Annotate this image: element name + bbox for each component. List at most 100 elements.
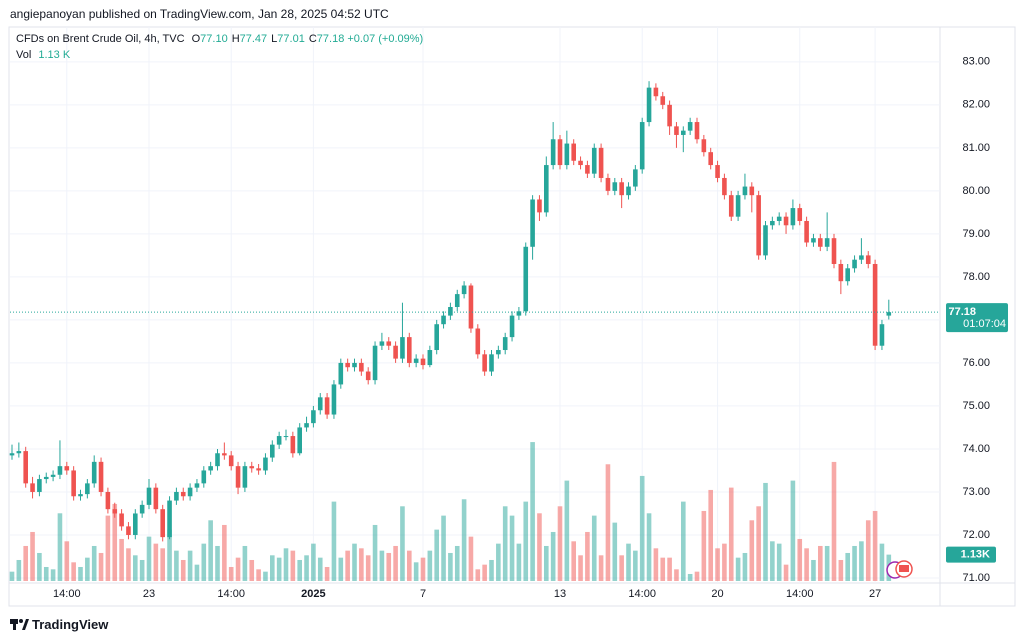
y-tick-label: 75.00: [962, 400, 990, 412]
candle-body: [845, 268, 850, 282]
volume-bar: [379, 550, 385, 581]
candle-body: [235, 466, 241, 488]
ohlc-key: O: [191, 33, 201, 45]
volume-bar: [571, 541, 576, 581]
candle-body: [564, 143, 570, 166]
volume-bar: [365, 555, 371, 581]
volume-bar: [633, 550, 638, 581]
candle-body: [57, 466, 63, 475]
volume-bar: [400, 506, 405, 581]
x-tick-label: 23: [143, 588, 155, 600]
volume-bar: [64, 541, 70, 581]
volume-bar: [674, 569, 679, 581]
volume-bar: [112, 503, 118, 581]
candle-body: [201, 470, 207, 484]
candle-body: [50, 474, 56, 477]
candle-body: [667, 104, 672, 127]
candle-body: [537, 199, 542, 213]
volume-bar: [667, 557, 672, 581]
candle-body: [715, 165, 720, 178]
volume-bar: [557, 506, 563, 581]
candle-body: [660, 96, 666, 105]
volume-bar: [564, 480, 570, 581]
candle-body: [345, 362, 350, 368]
volume-bar: [728, 487, 734, 581]
candle-body: [742, 186, 748, 196]
candle-body: [208, 466, 213, 471]
volume-bar: [427, 550, 433, 581]
volume-bar: [653, 548, 659, 581]
candle-body: [270, 444, 275, 458]
volume-bar: [187, 550, 193, 581]
candle-body: [489, 354, 494, 372]
volume-bar: [338, 557, 344, 581]
volume-bar: [331, 501, 337, 581]
candle-body: [468, 285, 474, 329]
volume-bar: [263, 571, 268, 581]
candle-body: [311, 410, 316, 424]
volume-bar: [434, 529, 439, 581]
event-icons: [886, 560, 913, 579]
volume-bar: [756, 506, 761, 581]
candle-body: [482, 354, 487, 372]
candle-body: [139, 504, 145, 514]
volume-bar: [523, 501, 529, 581]
candle-body: [167, 500, 172, 538]
volume-bar: [749, 520, 755, 581]
volume-bar: [516, 543, 522, 581]
candle-body: [496, 350, 501, 355]
candle-body: [91, 461, 97, 484]
volume-bar: [694, 571, 700, 581]
candle-body: [831, 238, 837, 264]
candle-body: [516, 311, 522, 316]
logo-part: [22, 619, 29, 630]
volume-bar: [85, 557, 90, 581]
ohlc-key: H: [231, 33, 240, 45]
volume-bar: [407, 550, 412, 581]
volume-bar: [174, 550, 179, 581]
volume-bar: [626, 543, 631, 581]
candle-body: [838, 263, 844, 282]
candle-body: [304, 423, 309, 428]
volume-bar: [208, 520, 213, 581]
volume-bar: [461, 499, 467, 581]
candle-body: [85, 483, 90, 495]
ohlc-key: C: [308, 33, 317, 45]
candle-body: [571, 143, 576, 161]
volume-bar: [352, 543, 357, 581]
candle-body: [400, 337, 405, 359]
volume-bar: [139, 559, 145, 581]
volume-bar: [98, 552, 104, 581]
x-tick-label: 14:00: [217, 588, 245, 600]
candle-body: [475, 328, 481, 355]
volume-bar: [701, 510, 707, 581]
candle-body: [612, 182, 618, 191]
candle-body: [126, 526, 131, 535]
volume-bar: [646, 513, 652, 581]
symbol-title: CFDs on Brent Crude Oil, 4h, TVC: [16, 33, 185, 45]
volume-bar: [585, 531, 590, 581]
volume-bar: [43, 566, 49, 581]
candle-body: [352, 362, 357, 368]
volume-bar: [797, 538, 803, 581]
candle-body: [379, 341, 385, 346]
volume-bar: [304, 555, 309, 581]
volume-bar: [612, 522, 618, 581]
last-volume-box: [946, 546, 996, 563]
volume-bar: [276, 557, 282, 581]
volume-bar: [270, 555, 275, 581]
publish-header: angiepanoyan published on TradingView.co…: [10, 7, 389, 21]
volume-bar: [865, 520, 871, 581]
volume-bar: [297, 559, 302, 581]
candle-body: [694, 122, 700, 140]
volume-bar: [37, 552, 42, 581]
volume-bar: [502, 506, 508, 581]
x-tick-label: 2025: [301, 588, 325, 600]
y-tick-label: 81.00: [962, 142, 990, 154]
volume-bar: [509, 515, 515, 581]
y-tick-label: 79.00: [962, 228, 990, 240]
candle-body: [756, 195, 761, 256]
candle-body: [372, 345, 378, 381]
candle-body: [276, 436, 282, 445]
candle-body: [30, 483, 35, 492]
